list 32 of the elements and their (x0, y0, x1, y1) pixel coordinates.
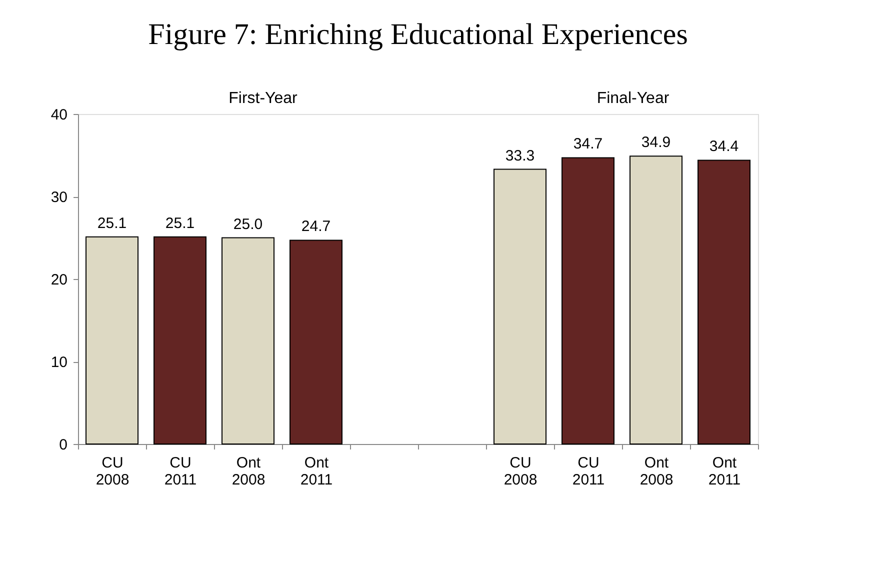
x-tick-label: CU 2008 (96, 454, 130, 488)
x-tick-label: CU 2011 (164, 454, 197, 488)
y-tick-label: 40 (50, 106, 68, 124)
y-tick-label: 20 (50, 272, 68, 288)
bar (222, 237, 274, 444)
data-label: 24.7 (301, 218, 331, 236)
bar (630, 156, 682, 444)
bar (290, 240, 342, 444)
x-tick-label: Ont 2011 (300, 454, 333, 488)
data-label: 34.9 (641, 134, 671, 152)
text: Final-Year (596, 90, 670, 107)
y-tick-label: 0 (59, 436, 68, 454)
bar (154, 236, 206, 444)
bar (562, 157, 614, 444)
x-tick-label: CU 2011 (572, 454, 605, 488)
bar (494, 168, 546, 444)
data-label: 25.1 (165, 214, 195, 232)
data-label: 34.7 (573, 136, 603, 153)
data-label: 33.3 (505, 147, 535, 164)
bar (86, 236, 138, 444)
y-tick-label: 10 (50, 354, 68, 371)
y-tick-label: 30 (50, 189, 68, 206)
x-tick-label: CU 2008 (504, 454, 538, 488)
x-tick-label: Ont 2011 (708, 454, 741, 488)
bar (698, 160, 750, 444)
text: First-Year (228, 90, 298, 107)
data-label: 34.4 (709, 138, 739, 156)
x-tick-label: Ont 2008 (232, 454, 266, 488)
x-tick-label: Ont 2008 (640, 454, 674, 488)
data-label: 25.0 (233, 216, 263, 233)
chart-title: Figure 7: Enriching Educational Experiences (148, 18, 688, 51)
data-label: 25.1 (97, 214, 127, 232)
